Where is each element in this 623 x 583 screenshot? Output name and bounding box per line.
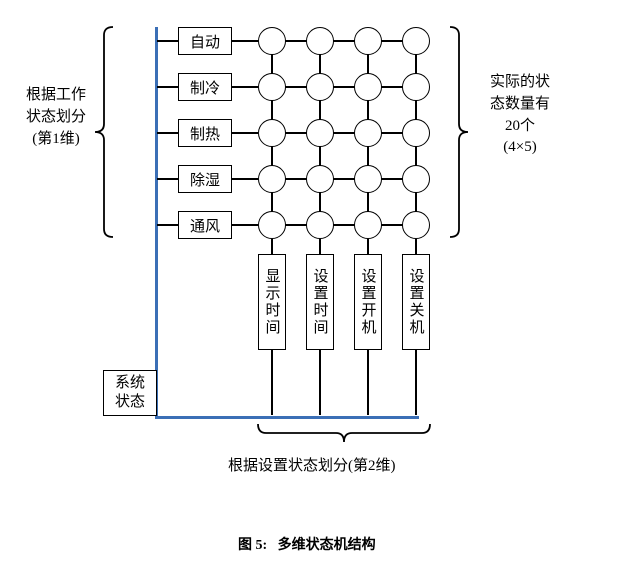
state-node [402,211,430,239]
state-node [354,73,382,101]
state-node [402,165,430,193]
brace-down [258,424,430,442]
root-state-box: 系统 状态 [103,370,157,416]
state-node [258,73,286,101]
row-stub [157,224,178,226]
row-stub [157,132,178,134]
col-setting-box: 显示时间 [258,254,286,350]
state-node [354,27,382,55]
state-node [258,119,286,147]
row-mode-box: 除湿 [178,165,232,193]
row-to-grid-stub [232,132,258,134]
left-label-l1: 根据工作 [26,87,86,103]
right-label-l2: 态数量有 [490,96,550,112]
root-label-1: 系统 [115,375,145,391]
bottom-dimension-label: 根据设置状态划分(第2维) [228,456,396,478]
row-mode-box: 自动 [178,27,232,55]
axis-horizontal [155,416,419,419]
col-stub [367,350,369,415]
row-stub [157,178,178,180]
right-label-l1: 实际的状 [490,74,550,90]
col-to-grid-stub [271,239,273,254]
state-node [354,211,382,239]
state-node [306,27,334,55]
left-label-l3: (第1维) [32,131,80,147]
caption-prefix: 图 5: [238,538,267,553]
grid-hline [272,224,416,226]
grid-hline [272,86,416,88]
right-label-l4: (4×5) [503,139,536,155]
col-stub [271,350,273,415]
state-node [402,73,430,101]
caption-text: 多维状态机结构 [278,538,376,553]
state-node [402,119,430,147]
col-stub [415,350,417,415]
state-node [354,119,382,147]
row-mode-box: 制热 [178,119,232,147]
grid-hline [272,132,416,134]
grid-hline [272,178,416,180]
col-to-grid-stub [415,239,417,254]
diagram-canvas: 系统 状态 根据工作 状态划分 (第1维) 实际的状 态数量有 20个 (4×5… [0,0,623,583]
right-count-label: 实际的状 态数量有 20个 (4×5) [490,72,550,159]
left-label-l2: 状态划分 [26,109,86,125]
state-node [306,165,334,193]
right-label-l3: 20个 [505,118,535,134]
state-node [306,211,334,239]
state-node [306,119,334,147]
state-node [402,27,430,55]
row-to-grid-stub [232,178,258,180]
root-label-2: 状态 [115,394,145,410]
col-setting-box: 设置关机 [402,254,430,350]
row-mode-box: 通风 [178,211,232,239]
row-to-grid-stub [232,86,258,88]
grid-hline [272,40,416,42]
brace-left [95,27,113,237]
brace-right [450,27,468,237]
figure-caption: 图 5: 多维状态机结构 [238,534,376,554]
row-stub [157,86,178,88]
row-to-grid-stub [232,224,258,226]
state-node [258,211,286,239]
col-stub [319,350,321,415]
col-to-grid-stub [367,239,369,254]
left-dimension-label: 根据工作 状态划分 (第1维) [26,85,86,150]
row-stub [157,40,178,42]
state-node [354,165,382,193]
state-node [258,165,286,193]
state-node [306,73,334,101]
bottom-label-text: 根据设置状态划分(第2维) [228,458,396,474]
state-node [258,27,286,55]
row-to-grid-stub [232,40,258,42]
col-to-grid-stub [319,239,321,254]
row-mode-box: 制冷 [178,73,232,101]
col-setting-box: 设置时间 [306,254,334,350]
col-setting-box: 设置开机 [354,254,382,350]
